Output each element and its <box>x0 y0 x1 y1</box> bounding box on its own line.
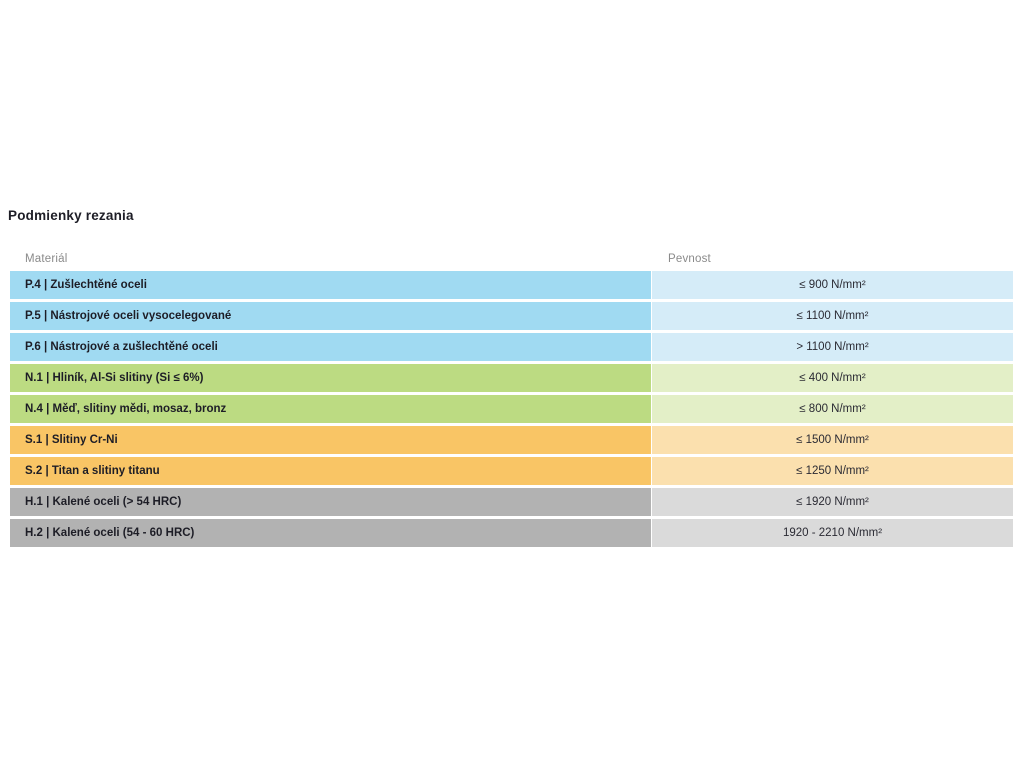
material-cell: N.4 | Měď, slitiny mědi, mosaz, bronz <box>10 395 651 423</box>
column-header-material: Materiál <box>25 252 68 265</box>
strength-cell: 1920 - 2210 N/mm² <box>652 519 1013 547</box>
strength-cell: ≤ 1250 N/mm² <box>652 457 1013 485</box>
table-row-n4: N.4 | Měď, slitiny mědi, mosaz, bronz ≤ … <box>10 395 1013 423</box>
material-cell: S.1 | Slitiny Cr-Ni <box>10 426 651 454</box>
table-row-p6: P.6 | Nástrojové a zušlechtěné oceli > 1… <box>10 333 1013 361</box>
table-header-row: Materiál Pevnost <box>10 246 1013 271</box>
strength-cell: ≤ 400 N/mm² <box>652 364 1013 392</box>
strength-cell: ≤ 1920 N/mm² <box>652 488 1013 516</box>
material-cell: H.2 | Kalené oceli (54 - 60 HRC) <box>10 519 651 547</box>
table-row-p5: P.5 | Nástrojové oceli vysocelegované ≤ … <box>10 302 1013 330</box>
material-cell: H.1 | Kalené oceli (> 54 HRC) <box>10 488 651 516</box>
table-row-h1: H.1 | Kalené oceli (> 54 HRC) ≤ 1920 N/m… <box>10 488 1013 516</box>
material-cell: N.1 | Hliník, Al-Si slitiny (Si ≤ 6%) <box>10 364 651 392</box>
material-cell: P.6 | Nástrojové a zušlechtěné oceli <box>10 333 651 361</box>
table-row-s2: S.2 | Titan a slitiny titanu ≤ 1250 N/mm… <box>10 457 1013 485</box>
strength-cell: > 1100 N/mm² <box>652 333 1013 361</box>
column-header-strength: Pevnost <box>668 252 711 265</box>
material-cell: P.4 | Zušlechtěné oceli <box>10 271 651 299</box>
strength-cell: ≤ 900 N/mm² <box>652 271 1013 299</box>
material-cell: P.5 | Nástrojové oceli vysocelegované <box>10 302 651 330</box>
table-row-p4: P.4 | Zušlechtěné oceli ≤ 900 N/mm² <box>10 271 1013 299</box>
strength-cell: ≤ 1500 N/mm² <box>652 426 1013 454</box>
cutting-conditions-table: Materiál Pevnost P.4 | Zušlechtěné oceli… <box>10 246 1013 550</box>
strength-cell: ≤ 800 N/mm² <box>652 395 1013 423</box>
table-row-s1: S.1 | Slitiny Cr-Ni ≤ 1500 N/mm² <box>10 426 1013 454</box>
strength-cell: ≤ 1100 N/mm² <box>652 302 1013 330</box>
table-row-n1: N.1 | Hliník, Al-Si slitiny (Si ≤ 6%) ≤ … <box>10 364 1013 392</box>
material-cell: S.2 | Titan a slitiny titanu <box>10 457 651 485</box>
section-title: Podmienky rezania <box>8 208 134 223</box>
table-row-h2: H.2 | Kalené oceli (54 - 60 HRC) 1920 - … <box>10 519 1013 547</box>
